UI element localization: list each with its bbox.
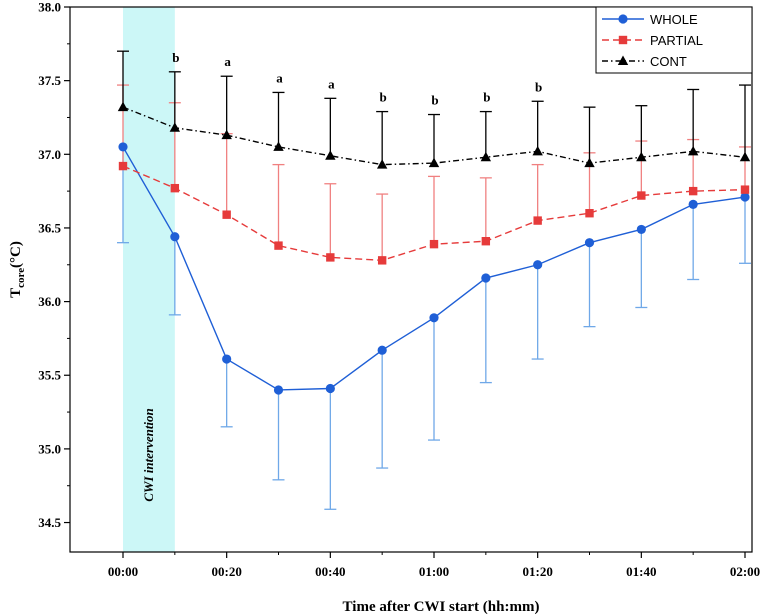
cont-point-10 (636, 151, 647, 162)
x-tick-label-3: 01:00 (419, 564, 449, 579)
whole-point-10 (636, 224, 646, 235)
cont-point-11 (687, 145, 699, 156)
significance-label-5: b (431, 93, 438, 108)
significance-label-3: a (328, 76, 335, 91)
partial-point-2 (222, 210, 231, 219)
cont-point-2 (221, 129, 232, 140)
legend-cont-marker (617, 55, 629, 65)
error-bars-group (117, 50, 751, 510)
partial-point-9 (585, 209, 594, 218)
cont-point-4 (325, 150, 336, 160)
x-tick-label-0: 00:00 (108, 564, 138, 579)
axes-group: 34.5 35.0 35.5 36.0 36.5 37.0 37.5 38.0 00:00 00:… (8, 0, 760, 615)
whole-point-9 (584, 238, 595, 248)
y-tick-label-5: 37.0 (38, 147, 61, 162)
y-axis-title-sub: core (15, 268, 27, 288)
y-tick-label-7: 38.0 (38, 0, 61, 15)
y-tick-label-1: 35.0 (38, 441, 61, 456)
legend-whole-marker (618, 14, 628, 24)
cont-point-9 (584, 157, 595, 168)
significance-label-2: a (276, 70, 283, 85)
cwi-intervention-band (123, 7, 175, 552)
x-tick-label-2: 00:40 (315, 564, 345, 579)
plot-frame (69, 6, 753, 553)
cont-point-6 (428, 157, 440, 168)
x-tick-label-6: 02:00 (730, 564, 760, 579)
whole-point-12 (740, 192, 750, 202)
partial-point-5 (377, 256, 387, 265)
partial-point-4 (326, 253, 335, 262)
shaded-band-group: CWI intervention (123, 7, 175, 552)
cwi-intervention-label: CWI intervention (141, 408, 156, 502)
whole-point-4 (325, 383, 335, 394)
y-axis-title-unit: (°C) (8, 241, 24, 268)
cont-point-0 (117, 101, 129, 112)
partial-point-7 (481, 237, 491, 246)
x-tick-label-5: 01:40 (626, 564, 656, 579)
partial-point-8 (533, 216, 542, 225)
significance-label-7: b (535, 79, 542, 94)
cont-point-1 (169, 122, 181, 132)
whole-point-1 (170, 232, 180, 242)
whole-point-6 (429, 313, 439, 323)
labels-group: b a a a b b b b (172, 50, 542, 108)
cont-point-5 (376, 159, 388, 169)
significance-label-0: b (172, 50, 179, 65)
x-tick-label-1: 00:20 (211, 564, 241, 579)
y-axis-title-main: T (8, 288, 24, 298)
markers-group (117, 101, 751, 395)
y-tick-label-2: 35.5 (38, 368, 61, 383)
partial-point-12 (740, 185, 750, 194)
partial-point-10 (637, 191, 646, 200)
legend-cont-label: CONT (650, 54, 687, 69)
whole-point-2 (222, 354, 232, 364)
significance-label-6: b (483, 90, 490, 105)
x-axis-title: Time after CWI start (hh:mm) (343, 599, 540, 615)
significance-label-1: a (224, 54, 231, 69)
cont-point-8 (532, 145, 543, 156)
cont-point-3 (273, 141, 284, 151)
partial-point-1 (170, 183, 180, 193)
y-tick-label-6: 37.5 (38, 73, 61, 88)
whole-point-7 (481, 273, 491, 283)
y-tick-label-4: 36.5 (38, 220, 61, 235)
y-tick-label-0: 34.5 (38, 515, 61, 530)
legend-partial-marker (618, 35, 628, 45)
cont-point-12 (739, 151, 751, 162)
whole-point-0 (118, 142, 128, 152)
legend: WHOLE PARTIAL CONT (595, 6, 753, 74)
x-tick-label-4: 01:20 (522, 564, 552, 579)
partial-point-3 (274, 241, 283, 250)
partial-point-0 (118, 161, 128, 171)
partial-point-6 (429, 239, 439, 249)
cont-point-7 (480, 151, 492, 162)
partial-point-11 (688, 186, 698, 196)
legend-whole-label: WHOLE (650, 12, 698, 27)
legend-partial-label: PARTIAL (650, 33, 703, 48)
y-axis-title: Tcore(°C) (8, 241, 27, 298)
y-tick-label-3: 36.0 (38, 294, 61, 309)
whole-point-5 (377, 345, 387, 355)
whole-point-11 (688, 199, 698, 209)
significance-label-4: b (380, 90, 387, 105)
whole-point-8 (533, 260, 543, 270)
whole-point-3 (273, 385, 284, 395)
